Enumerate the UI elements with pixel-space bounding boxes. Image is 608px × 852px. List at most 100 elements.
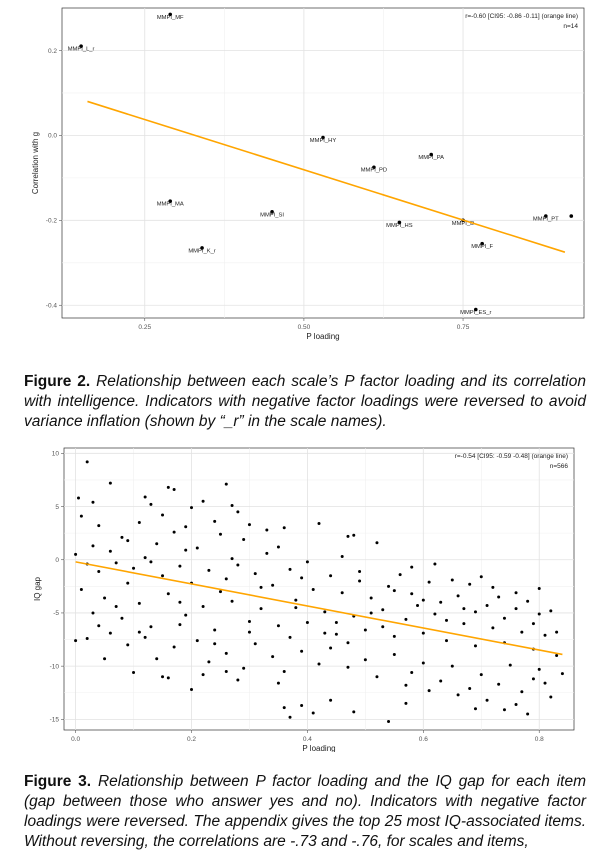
data-point <box>161 513 165 517</box>
y-tick-label: 0 <box>55 557 59 564</box>
data-point <box>346 665 350 669</box>
data-point <box>502 616 506 620</box>
data-point <box>230 503 234 507</box>
data-point <box>305 560 309 564</box>
point-label: MMPI_PD <box>361 168 387 174</box>
data-point <box>381 608 385 612</box>
data-point <box>97 624 101 628</box>
data-point <box>473 610 477 614</box>
data-point <box>491 585 495 589</box>
data-point <box>473 307 478 312</box>
data-point <box>404 617 408 621</box>
data-point <box>445 639 448 643</box>
data-point <box>168 12 173 17</box>
y-tick-label: -0.4 <box>46 303 58 310</box>
y-tick-label: 10 <box>52 451 60 458</box>
data-point <box>317 522 321 526</box>
correlation-annotation: n=566 <box>550 463 569 470</box>
data-point <box>397 220 402 225</box>
data-point <box>497 682 501 686</box>
x-axis-title: P loading <box>306 332 339 341</box>
data-point <box>184 548 188 552</box>
data-point <box>433 612 437 616</box>
point-label: MMPI_ES_r <box>460 310 491 316</box>
y-tick-label: -10 <box>50 663 60 670</box>
data-point <box>195 639 199 643</box>
data-point <box>375 675 379 679</box>
x-tick-label: 0.6 <box>419 736 428 743</box>
data-point <box>137 601 141 605</box>
data-point <box>242 666 246 670</box>
data-point <box>276 545 280 549</box>
data-point <box>195 546 199 550</box>
data-point <box>282 706 286 710</box>
correlation-annotation: r=-0.60 [CI95: -0.86 -0.11] (orange line… <box>465 13 578 20</box>
data-point <box>311 711 315 715</box>
data-point <box>114 605 118 609</box>
data-point <box>108 631 112 635</box>
data-point <box>340 591 344 595</box>
data-point <box>352 710 356 714</box>
data-point <box>103 657 107 661</box>
data-point <box>479 673 483 677</box>
data-point <box>247 619 251 623</box>
data-point <box>190 506 193 510</box>
x-axis-title: P loading <box>302 744 335 752</box>
point-label: MMPI_HY <box>310 138 337 144</box>
data-point <box>363 658 367 662</box>
point-label: MMPI_K_r <box>188 248 215 254</box>
data-point <box>178 564 182 568</box>
data-point <box>271 655 275 659</box>
data-point <box>253 572 257 576</box>
data-point <box>282 669 286 673</box>
data-point <box>300 649 304 653</box>
data-point <box>294 606 298 610</box>
data-point <box>126 643 130 647</box>
data-point <box>421 661 425 665</box>
data-point <box>427 689 431 693</box>
data-point <box>149 625 153 629</box>
data-point <box>398 573 402 577</box>
x-tick-label: 0.25 <box>138 324 151 331</box>
data-point <box>108 549 112 553</box>
data-point <box>549 609 553 613</box>
data-point <box>560 672 564 676</box>
point-label: MMPI_F <box>471 244 493 250</box>
data-point <box>294 598 298 602</box>
data-point <box>555 630 559 634</box>
data-point <box>230 599 234 603</box>
data-point <box>265 551 269 555</box>
data-point <box>480 241 484 246</box>
data-point <box>340 555 344 559</box>
data-point <box>97 569 101 573</box>
figure-2-caption: Figure 2. Relationship between each scal… <box>24 372 586 432</box>
data-point <box>178 600 182 604</box>
data-point <box>207 568 211 572</box>
data-point <box>114 561 118 565</box>
data-point <box>184 613 188 617</box>
data-point <box>569 214 574 218</box>
data-point <box>282 526 286 530</box>
data-point <box>410 671 414 675</box>
data-point <box>132 566 136 570</box>
data-point <box>270 210 274 214</box>
data-point <box>247 523 251 527</box>
data-point <box>143 556 147 560</box>
data-point <box>497 595 501 599</box>
data-point <box>502 708 506 712</box>
data-point <box>346 641 350 645</box>
data-point <box>473 644 477 648</box>
data-point <box>120 616 124 620</box>
data-point <box>201 673 205 677</box>
data-point <box>207 660 211 664</box>
data-point <box>323 610 327 614</box>
data-point <box>288 567 292 571</box>
y-tick-label: -0.2 <box>46 218 58 225</box>
point-label: MMPI_PT <box>533 217 559 223</box>
data-point <box>520 690 524 694</box>
data-point <box>352 533 356 537</box>
data-point <box>97 524 101 528</box>
data-point <box>537 612 541 616</box>
data-point <box>137 520 141 524</box>
data-point <box>445 618 448 622</box>
